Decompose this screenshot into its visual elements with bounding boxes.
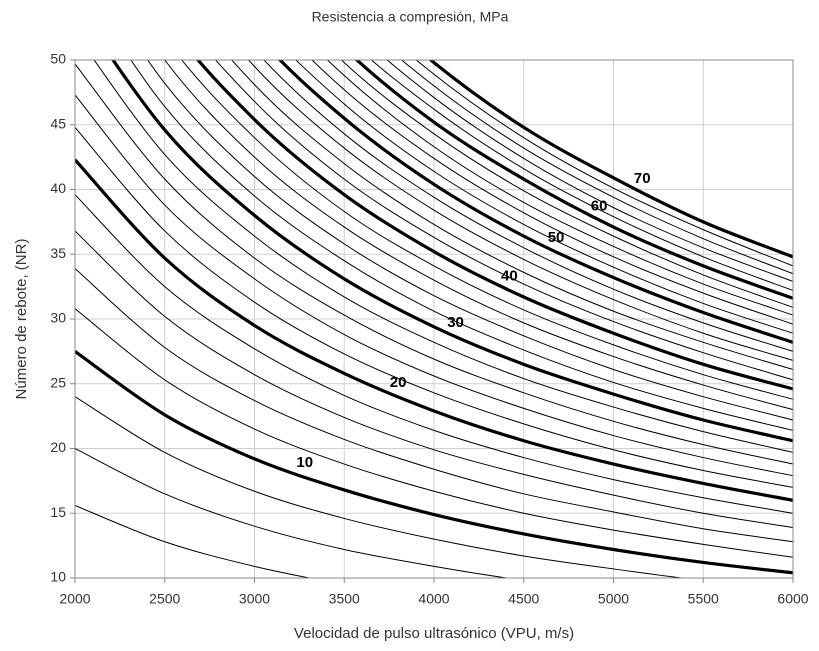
x-tick-label: 5000 xyxy=(598,591,629,607)
curve xyxy=(75,396,686,578)
curve xyxy=(386,60,793,282)
curve xyxy=(370,60,793,291)
curve xyxy=(75,308,793,558)
curve xyxy=(415,60,793,267)
curve xyxy=(75,194,793,514)
y-tick-label: 15 xyxy=(50,504,66,520)
y-tick-label: 30 xyxy=(50,310,66,326)
x-axis-label: Velocidad de pulso ultrasónico (VPU, m/s… xyxy=(294,625,574,642)
curve xyxy=(130,60,793,431)
x-tick-label: 6000 xyxy=(777,591,808,607)
y-tick-label: 35 xyxy=(50,245,66,261)
grid xyxy=(74,59,794,579)
curve xyxy=(75,158,793,502)
series-label: 30 xyxy=(447,314,464,331)
x-tick-label: 3500 xyxy=(329,591,360,607)
y-tick-label: 40 xyxy=(50,180,66,196)
y-axis-label: Número de rebote, (NR) xyxy=(13,239,30,400)
curve xyxy=(75,350,793,575)
curve xyxy=(428,60,793,259)
curve xyxy=(111,60,793,443)
y-tick-label: 10 xyxy=(50,569,66,585)
curve xyxy=(340,60,793,308)
series-label: 10 xyxy=(296,454,313,471)
y-tick-label: 45 xyxy=(50,115,66,131)
x-tick-label: 4000 xyxy=(418,591,449,607)
series-label: 20 xyxy=(390,374,407,391)
curve xyxy=(247,60,793,361)
curve xyxy=(400,60,793,275)
curve xyxy=(75,268,793,543)
series-label: 50 xyxy=(548,229,565,246)
curve xyxy=(75,505,312,578)
curve xyxy=(147,60,793,421)
curve xyxy=(277,60,793,344)
y-tick-label: 20 xyxy=(50,439,66,455)
x-tick-label: 4500 xyxy=(508,591,539,607)
curve xyxy=(75,94,793,477)
curve xyxy=(295,60,793,334)
x-tick-label: 5500 xyxy=(688,591,719,607)
curves xyxy=(75,60,793,578)
series-label: 70 xyxy=(634,170,651,187)
curve xyxy=(311,60,793,325)
x-tick-label: 2500 xyxy=(149,591,180,607)
curve xyxy=(75,127,793,488)
y-tick-label: 25 xyxy=(50,374,66,390)
curve xyxy=(93,60,793,453)
x-tick-label: 3000 xyxy=(239,591,270,607)
curve xyxy=(181,60,793,400)
curve xyxy=(75,448,510,578)
series-label: 40 xyxy=(501,268,518,285)
series-label: 60 xyxy=(591,197,608,214)
curve xyxy=(195,60,793,391)
chart-title: Resistencia a compresión, MPa xyxy=(312,9,509,25)
curve xyxy=(75,63,793,465)
y-tick-label: 50 xyxy=(50,51,66,67)
curve xyxy=(75,230,793,528)
curve xyxy=(214,60,793,381)
curve xyxy=(326,60,793,316)
curve xyxy=(263,60,793,352)
curve xyxy=(231,60,793,370)
curve xyxy=(164,60,793,411)
curve xyxy=(354,60,793,300)
x-tick-label: 2000 xyxy=(59,591,90,607)
